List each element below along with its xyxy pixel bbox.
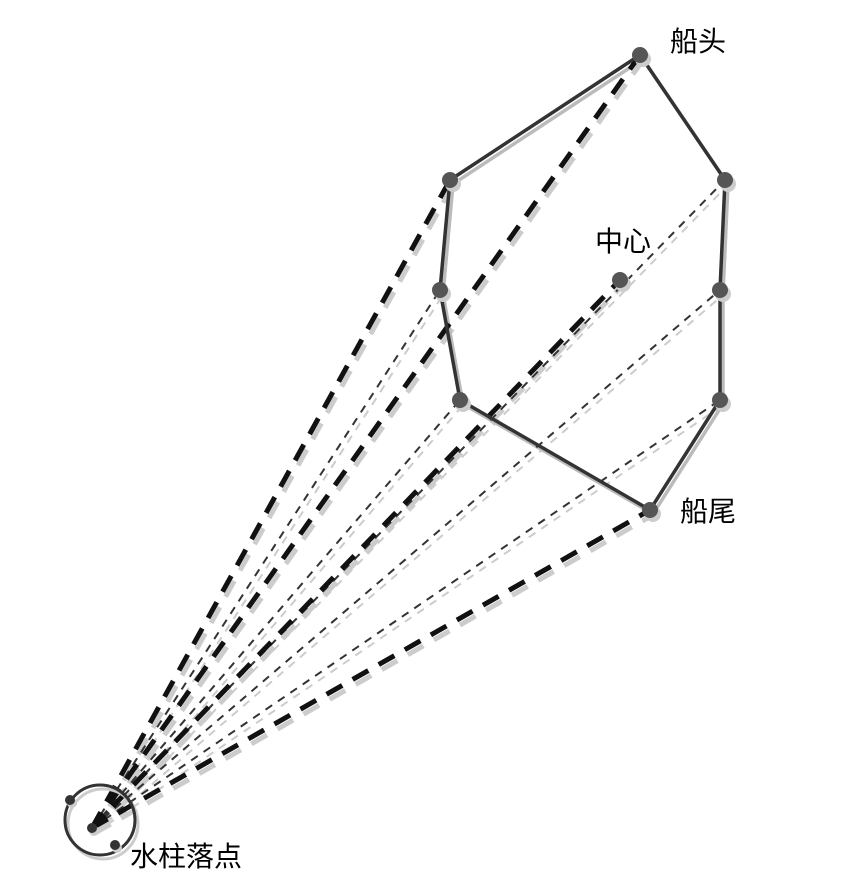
ray-thick-port-front <box>92 180 450 828</box>
diagram-canvas <box>0 0 841 893</box>
ship-node-port-mid <box>432 282 448 298</box>
ship-node-port-rear <box>452 392 468 408</box>
ray-thick-center <box>92 280 620 828</box>
ship-node-starboard-mid <box>712 282 728 298</box>
ray-shadow <box>95 295 723 833</box>
ray-shadow <box>95 285 623 833</box>
splash-dot-2 <box>110 840 120 850</box>
ray-shadow <box>95 185 728 833</box>
bow-label: 船头 <box>670 20 726 60</box>
ray-thin-port-mid <box>92 290 440 828</box>
splash-dot-0 <box>65 795 75 805</box>
ray-thin-starboard-mid <box>92 290 720 828</box>
ray-shadow <box>95 185 453 833</box>
ray-thick-bow <box>92 55 640 828</box>
ship-node-port-front <box>442 172 458 188</box>
ship-node-starboard-rear <box>712 392 728 408</box>
center-label: 中心 <box>595 220 651 260</box>
splash-dot-1 <box>87 823 97 833</box>
ship-node-stern <box>642 502 658 518</box>
splash-label: 水柱落点 <box>130 835 242 875</box>
ship-node-starboard-front <box>717 172 733 188</box>
ray-shadow <box>95 60 643 833</box>
ray-shadow <box>95 515 653 833</box>
stern-label: 船尾 <box>680 490 736 530</box>
ship-node-bow <box>632 47 648 63</box>
ray-thick-stern <box>92 510 650 828</box>
hull-shadow <box>443 59 728 514</box>
ship-node-center <box>612 272 628 288</box>
